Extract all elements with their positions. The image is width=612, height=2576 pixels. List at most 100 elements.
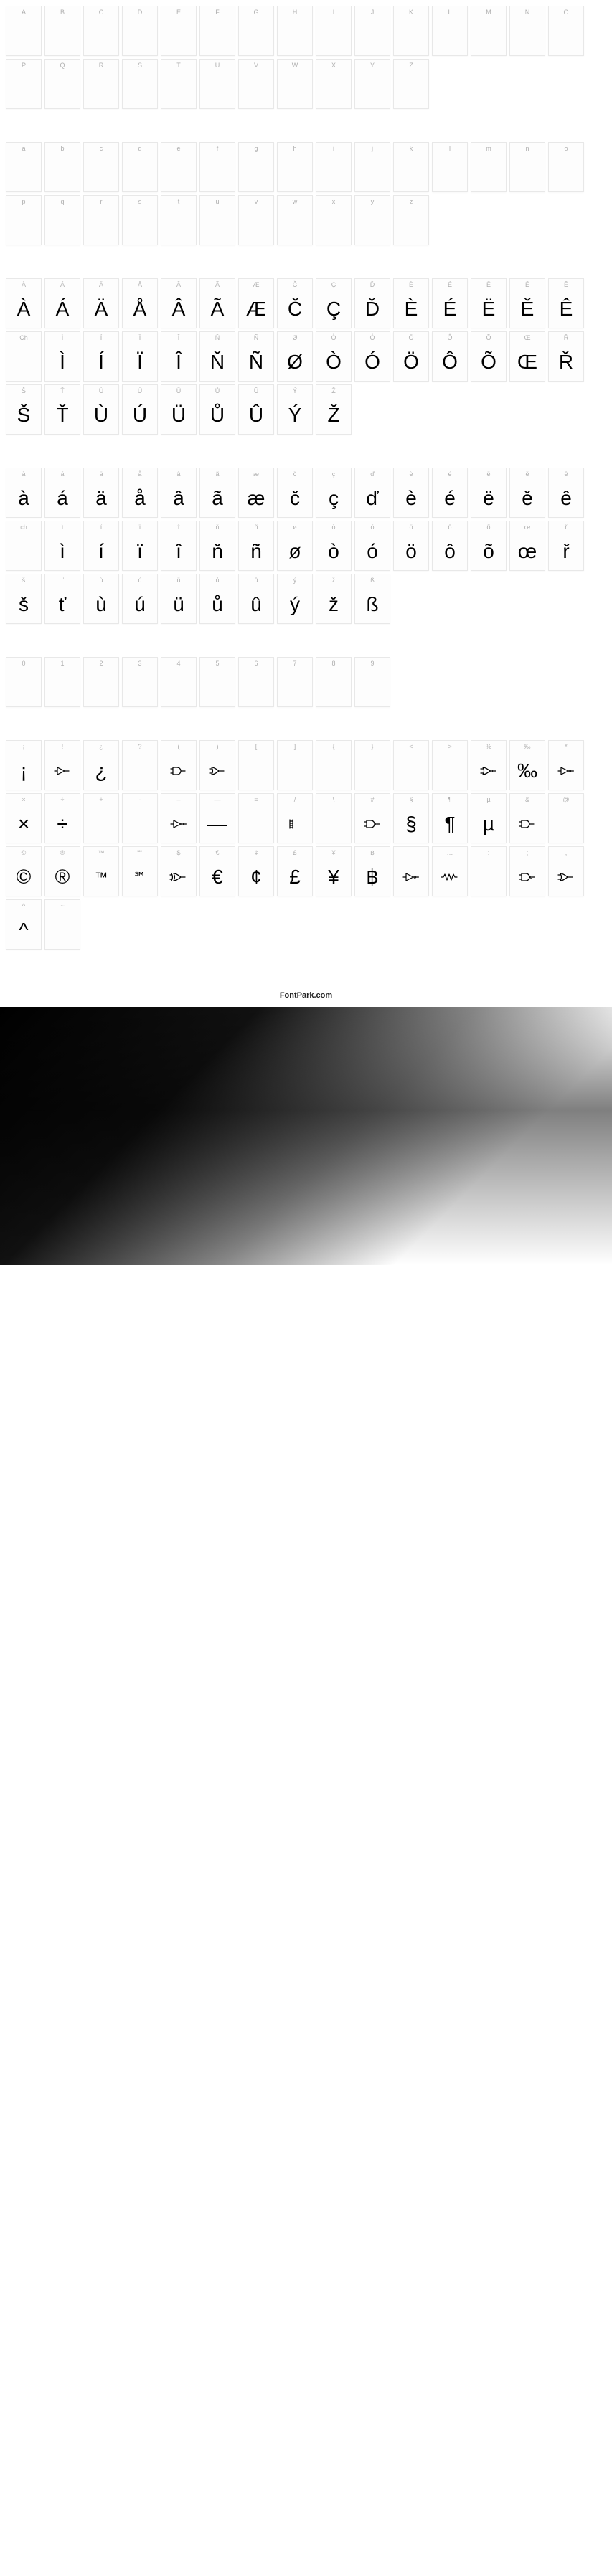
- char-cell[interactable]: ůů: [199, 574, 235, 624]
- char-cell[interactable]: 9: [354, 657, 390, 707]
- char-cell[interactable]: 5: [199, 657, 235, 707]
- char-cell[interactable]: €€: [199, 846, 235, 896]
- char-cell[interactable]: ňň: [199, 521, 235, 571]
- char-cell[interactable]: /: [277, 793, 313, 843]
- char-cell[interactable]: +: [83, 793, 119, 843]
- char-cell[interactable]: êê: [548, 468, 584, 518]
- char-cell[interactable]: }: [354, 740, 390, 790]
- char-cell[interactable]: 0: [6, 657, 42, 707]
- char-cell[interactable]: ãã: [199, 468, 235, 518]
- char-cell[interactable]: y: [354, 195, 390, 245]
- char-cell[interactable]: *: [548, 740, 584, 790]
- char-cell[interactable]: X: [316, 59, 352, 109]
- char-cell[interactable]: $: [161, 846, 197, 896]
- char-cell[interactable]: {: [316, 740, 352, 790]
- char-cell[interactable]: ââ: [161, 468, 197, 518]
- char-cell[interactable]: 7: [277, 657, 313, 707]
- char-cell[interactable]: ŇŇ: [199, 331, 235, 382]
- char-cell[interactable]: e: [161, 142, 197, 192]
- char-cell[interactable]: z: [393, 195, 429, 245]
- char-cell[interactable]: ℠℠: [122, 846, 158, 896]
- char-cell[interactable]: åå: [122, 468, 158, 518]
- char-cell[interactable]: ěě: [509, 468, 545, 518]
- char-cell[interactable]: ŤŤ: [44, 384, 80, 435]
- char-cell[interactable]: ÓÓ: [354, 331, 390, 382]
- char-cell[interactable]: =: [238, 793, 274, 843]
- char-cell[interactable]: d: [122, 142, 158, 192]
- char-cell[interactable]: (: [161, 740, 197, 790]
- char-cell[interactable]: ŠŠ: [6, 384, 42, 435]
- char-cell[interactable]: C: [83, 6, 119, 56]
- char-cell[interactable]: %: [471, 740, 507, 790]
- char-cell[interactable]: ëë: [471, 468, 507, 518]
- char-cell[interactable]: õõ: [471, 521, 507, 571]
- char-cell[interactable]: ××: [6, 793, 42, 843]
- char-cell[interactable]: j: [354, 142, 390, 192]
- char-cell[interactable]: ÁÁ: [44, 278, 80, 328]
- char-cell[interactable]: ŒŒ: [509, 331, 545, 382]
- char-cell[interactable]: #: [354, 793, 390, 843]
- char-cell[interactable]: O: [548, 6, 584, 56]
- char-cell[interactable]: N: [509, 6, 545, 56]
- char-cell[interactable]: P: [6, 59, 42, 109]
- char-cell[interactable]: 4: [161, 657, 197, 707]
- char-cell[interactable]: ÍÍ: [83, 331, 119, 382]
- char-cell[interactable]: ¥¥: [316, 846, 352, 896]
- char-cell[interactable]: ¡¡: [6, 740, 42, 790]
- char-cell[interactable]: ÜÜ: [161, 384, 197, 435]
- char-cell[interactable]: R: [83, 59, 119, 109]
- char-cell[interactable]: K: [393, 6, 429, 56]
- char-cell[interactable]: ÕÕ: [471, 331, 507, 382]
- char-cell[interactable]: ÇÇ: [316, 278, 352, 328]
- char-cell[interactable]: g: [238, 142, 274, 192]
- char-cell[interactable]: v: [238, 195, 274, 245]
- char-cell[interactable]: -: [122, 793, 158, 843]
- char-cell[interactable]: üü: [161, 574, 197, 624]
- char-cell[interactable]: ŮŮ: [199, 384, 235, 435]
- char-cell[interactable]: 8: [316, 657, 352, 707]
- char-cell[interactable]: :: [471, 846, 507, 896]
- char-cell[interactable]: x: [316, 195, 352, 245]
- char-cell[interactable]: ÑÑ: [238, 331, 274, 382]
- char-cell[interactable]: [: [238, 740, 274, 790]
- char-cell[interactable]: ÂÂ: [161, 278, 197, 328]
- char-cell[interactable]: F: [199, 6, 235, 56]
- char-cell[interactable]: öö: [393, 521, 429, 571]
- char-cell[interactable]: 2: [83, 657, 119, 707]
- char-cell[interactable]: éé: [432, 468, 468, 518]
- char-cell[interactable]: îî: [161, 521, 197, 571]
- char-cell[interactable]: çç: [316, 468, 352, 518]
- char-cell[interactable]: ÛÛ: [238, 384, 274, 435]
- char-cell[interactable]: o: [548, 142, 584, 192]
- char-cell[interactable]: c: [83, 142, 119, 192]
- char-cell[interactable]: l: [432, 142, 468, 192]
- char-cell[interactable]: r: [83, 195, 119, 245]
- char-cell[interactable]: ŽŽ: [316, 384, 352, 435]
- char-cell[interactable]: 3: [122, 657, 158, 707]
- char-cell[interactable]: ¿¿: [83, 740, 119, 790]
- char-cell[interactable]: àà: [6, 468, 42, 518]
- char-cell[interactable]: ÎÎ: [161, 331, 197, 382]
- char-cell[interactable]: ÚÚ: [122, 384, 158, 435]
- char-cell[interactable]: b: [44, 142, 80, 192]
- char-cell[interactable]: E: [161, 6, 197, 56]
- char-cell[interactable]: ÀÀ: [6, 278, 42, 328]
- char-cell[interactable]: L: [432, 6, 468, 56]
- char-cell[interactable]: ¢¢: [238, 846, 274, 896]
- char-cell[interactable]: ]: [277, 740, 313, 790]
- char-cell[interactable]: ťť: [44, 574, 80, 624]
- char-cell[interactable]: řř: [548, 521, 584, 571]
- char-cell[interactable]: …: [432, 846, 468, 896]
- char-cell[interactable]: f: [199, 142, 235, 192]
- char-cell[interactable]: ôô: [432, 521, 468, 571]
- char-cell[interactable]: ‰‰: [509, 740, 545, 790]
- char-cell[interactable]: ËË: [471, 278, 507, 328]
- char-cell[interactable]: ÖÖ: [393, 331, 429, 382]
- char-cell[interactable]: ?: [122, 740, 158, 790]
- char-cell[interactable]: ^^: [6, 899, 42, 950]
- char-cell[interactable]: I: [316, 6, 352, 56]
- char-cell[interactable]: U: [199, 59, 235, 109]
- char-cell[interactable]: ÄÄ: [83, 278, 119, 328]
- char-cell[interactable]: ÔÔ: [432, 331, 468, 382]
- char-cell[interactable]: œœ: [509, 521, 545, 571]
